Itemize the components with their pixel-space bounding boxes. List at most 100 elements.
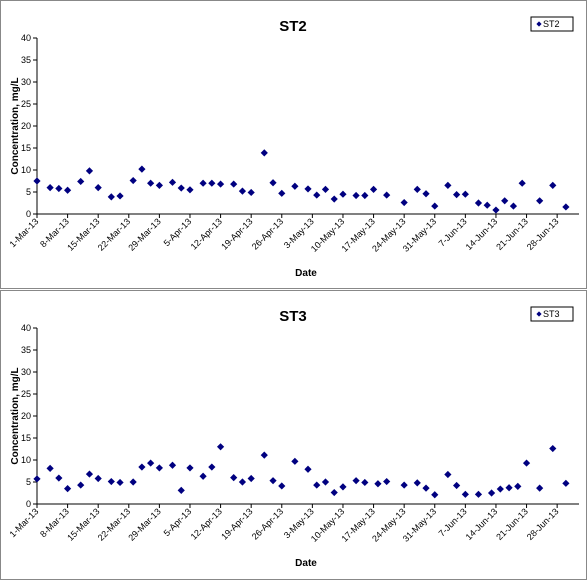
data-point — [269, 179, 277, 187]
data-point — [383, 477, 391, 486]
data-point — [260, 149, 268, 157]
data-point — [177, 184, 185, 192]
chart-title: ST3 — [279, 308, 307, 325]
data-point — [260, 451, 268, 459]
data-point — [238, 478, 247, 486]
y-tick-label: 40 — [21, 323, 31, 333]
data-point — [247, 188, 255, 197]
data-point — [361, 478, 369, 487]
data-point — [33, 475, 41, 483]
data-point — [549, 444, 557, 453]
data-point — [46, 464, 54, 472]
data-point — [400, 198, 408, 207]
data-point — [321, 478, 330, 486]
legend-marker — [536, 311, 542, 317]
data-point — [230, 180, 238, 188]
data-point — [33, 177, 41, 185]
y-tick-label: 25 — [21, 389, 31, 399]
y-tick-label: 40 — [21, 33, 31, 43]
data-point — [313, 481, 321, 489]
y-tick-label: 30 — [21, 77, 31, 87]
data-point — [536, 197, 544, 205]
y-tick-label: 15 — [21, 433, 31, 443]
data-point — [107, 477, 115, 486]
y-tick-label: 0 — [26, 499, 31, 509]
data-point — [269, 477, 277, 485]
chart-panel-st2: ST2 0 5 10 15 20 25 30 35 40 1-Mar-13 8-Mar-13 15-Ma… — [0, 0, 587, 289]
data-point — [304, 185, 312, 193]
data-point — [186, 186, 194, 194]
data-point — [383, 191, 391, 199]
data-point — [431, 202, 439, 210]
y-tick-label: 35 — [21, 55, 31, 65]
y-tick-label: 35 — [21, 345, 31, 355]
x-tick-label: 12-Apr-13 — [189, 216, 224, 251]
x-tick-label: 19-Apr-13 — [219, 506, 254, 541]
data-point — [474, 199, 483, 207]
data-point — [352, 191, 360, 200]
legend-box — [530, 16, 574, 32]
x-tick-label: 14-Jun-13 — [464, 506, 500, 542]
data-point — [321, 185, 330, 193]
data-point — [431, 491, 439, 499]
data-point — [199, 472, 207, 480]
data-point — [291, 457, 299, 465]
chart-st2: ST205101520253035401-Mar-138-Mar-1315-Ma… — [8, 16, 579, 279]
data-point — [63, 186, 72, 194]
data-point — [369, 185, 378, 193]
data-point — [562, 479, 570, 487]
data-point — [453, 191, 461, 199]
data-point — [549, 181, 557, 189]
data-point — [147, 179, 155, 187]
data-point — [138, 165, 146, 173]
x-tick-label: 31-May-13 — [401, 216, 438, 253]
y-tick-label: 15 — [21, 143, 31, 153]
x-tick-label: 29-Mar-13 — [126, 506, 162, 542]
x-tick-label: 28-Jun-13 — [525, 216, 561, 252]
data-point — [413, 185, 421, 193]
data-point — [444, 181, 452, 189]
data-point — [85, 470, 94, 478]
data-point — [208, 179, 216, 187]
data-point — [487, 489, 496, 497]
data-point — [186, 464, 194, 472]
data-point — [129, 478, 137, 486]
x-tick-label: 19-Apr-13 — [219, 216, 254, 251]
y-axis-label: Concentration, mg/L — [10, 367, 21, 464]
data-point — [400, 481, 408, 489]
x-tick-label: 21-Jun-13 — [494, 506, 530, 542]
data-point — [247, 474, 255, 483]
x-tick-label: 31-May-13 — [401, 506, 438, 543]
data-point — [291, 182, 299, 190]
data-point — [116, 478, 124, 487]
x-tick-label: 26-Apr-13 — [250, 216, 285, 251]
chart-st3: ST305101520253035401-Mar-138-Mar-1315-Ma… — [8, 306, 579, 569]
y-tick-label: 10 — [21, 165, 31, 175]
data-point — [216, 443, 225, 451]
y-tick-label: 5 — [26, 477, 31, 487]
data-point — [238, 187, 247, 195]
data-point — [501, 197, 509, 205]
legend-marker — [536, 21, 542, 27]
legend-label: ST3 — [543, 309, 560, 319]
data-point — [330, 195, 338, 203]
y-tick-label: 30 — [21, 367, 31, 377]
data-point — [313, 191, 321, 199]
data-point — [177, 486, 185, 494]
data-point — [339, 483, 347, 491]
data-point — [422, 190, 430, 198]
x-tick-label: 28-Jun-13 — [525, 506, 561, 542]
y-tick-label: 5 — [26, 187, 31, 197]
chart-title: ST2 — [279, 18, 307, 35]
data-point — [138, 463, 146, 471]
data-point — [492, 206, 500, 214]
x-axis-label: Date — [295, 268, 317, 279]
y-tick-label: 10 — [21, 455, 31, 465]
data-point — [278, 482, 286, 490]
data-point — [129, 176, 137, 185]
x-tick-label: 26-Apr-13 — [250, 506, 285, 541]
data-point — [55, 184, 63, 193]
x-tick-label: 1-Mar-13 — [8, 506, 41, 539]
data-point — [505, 484, 513, 492]
data-point — [536, 484, 544, 492]
